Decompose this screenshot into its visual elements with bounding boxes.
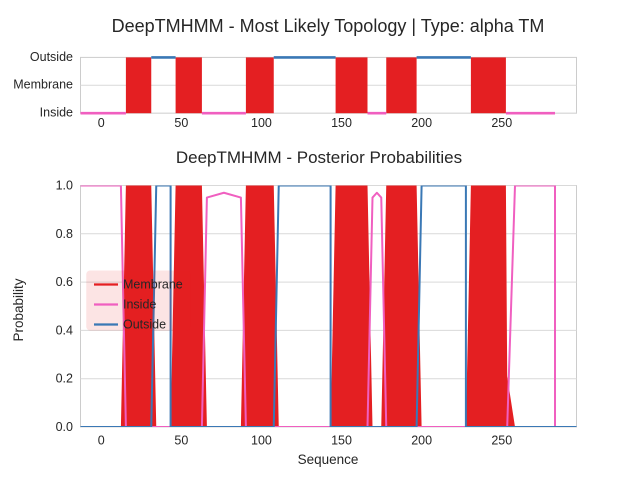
svg-text:Inside: Inside [123, 298, 156, 312]
svg-text:1.0: 1.0 [56, 179, 73, 193]
svg-text:DeepTMHMM - Most Likely Topolo: DeepTMHMM - Most Likely Topology | Type:… [112, 16, 545, 36]
svg-text:0.2: 0.2 [56, 372, 73, 386]
svg-text:0.4: 0.4 [56, 323, 73, 337]
svg-text:Membrane: Membrane [13, 78, 73, 92]
svg-text:Outside: Outside [123, 318, 166, 332]
svg-text:0: 0 [98, 116, 105, 130]
svg-text:0.0: 0.0 [56, 420, 73, 434]
svg-text:0.6: 0.6 [56, 275, 73, 289]
svg-text:200: 200 [411, 434, 432, 448]
svg-text:50: 50 [174, 116, 188, 130]
svg-text:200: 200 [411, 116, 432, 130]
svg-text:50: 50 [174, 434, 188, 448]
svg-text:100: 100 [251, 434, 272, 448]
svg-text:250: 250 [491, 434, 512, 448]
svg-text:Sequence: Sequence [298, 452, 359, 467]
svg-text:150: 150 [331, 116, 352, 130]
svg-text:DeepTMHMM - Posterior Probabil: DeepTMHMM - Posterior Probabilities [176, 148, 462, 167]
svg-text:100: 100 [251, 116, 272, 130]
svg-text:0.8: 0.8 [56, 227, 73, 241]
svg-text:250: 250 [491, 116, 512, 130]
svg-text:Inside: Inside [40, 106, 73, 120]
svg-text:Outside: Outside [30, 50, 73, 64]
svg-text:0: 0 [98, 434, 105, 448]
svg-text:150: 150 [331, 434, 352, 448]
svg-text:Probability: Probability [11, 278, 26, 341]
svg-text:Membrane: Membrane [123, 278, 183, 292]
